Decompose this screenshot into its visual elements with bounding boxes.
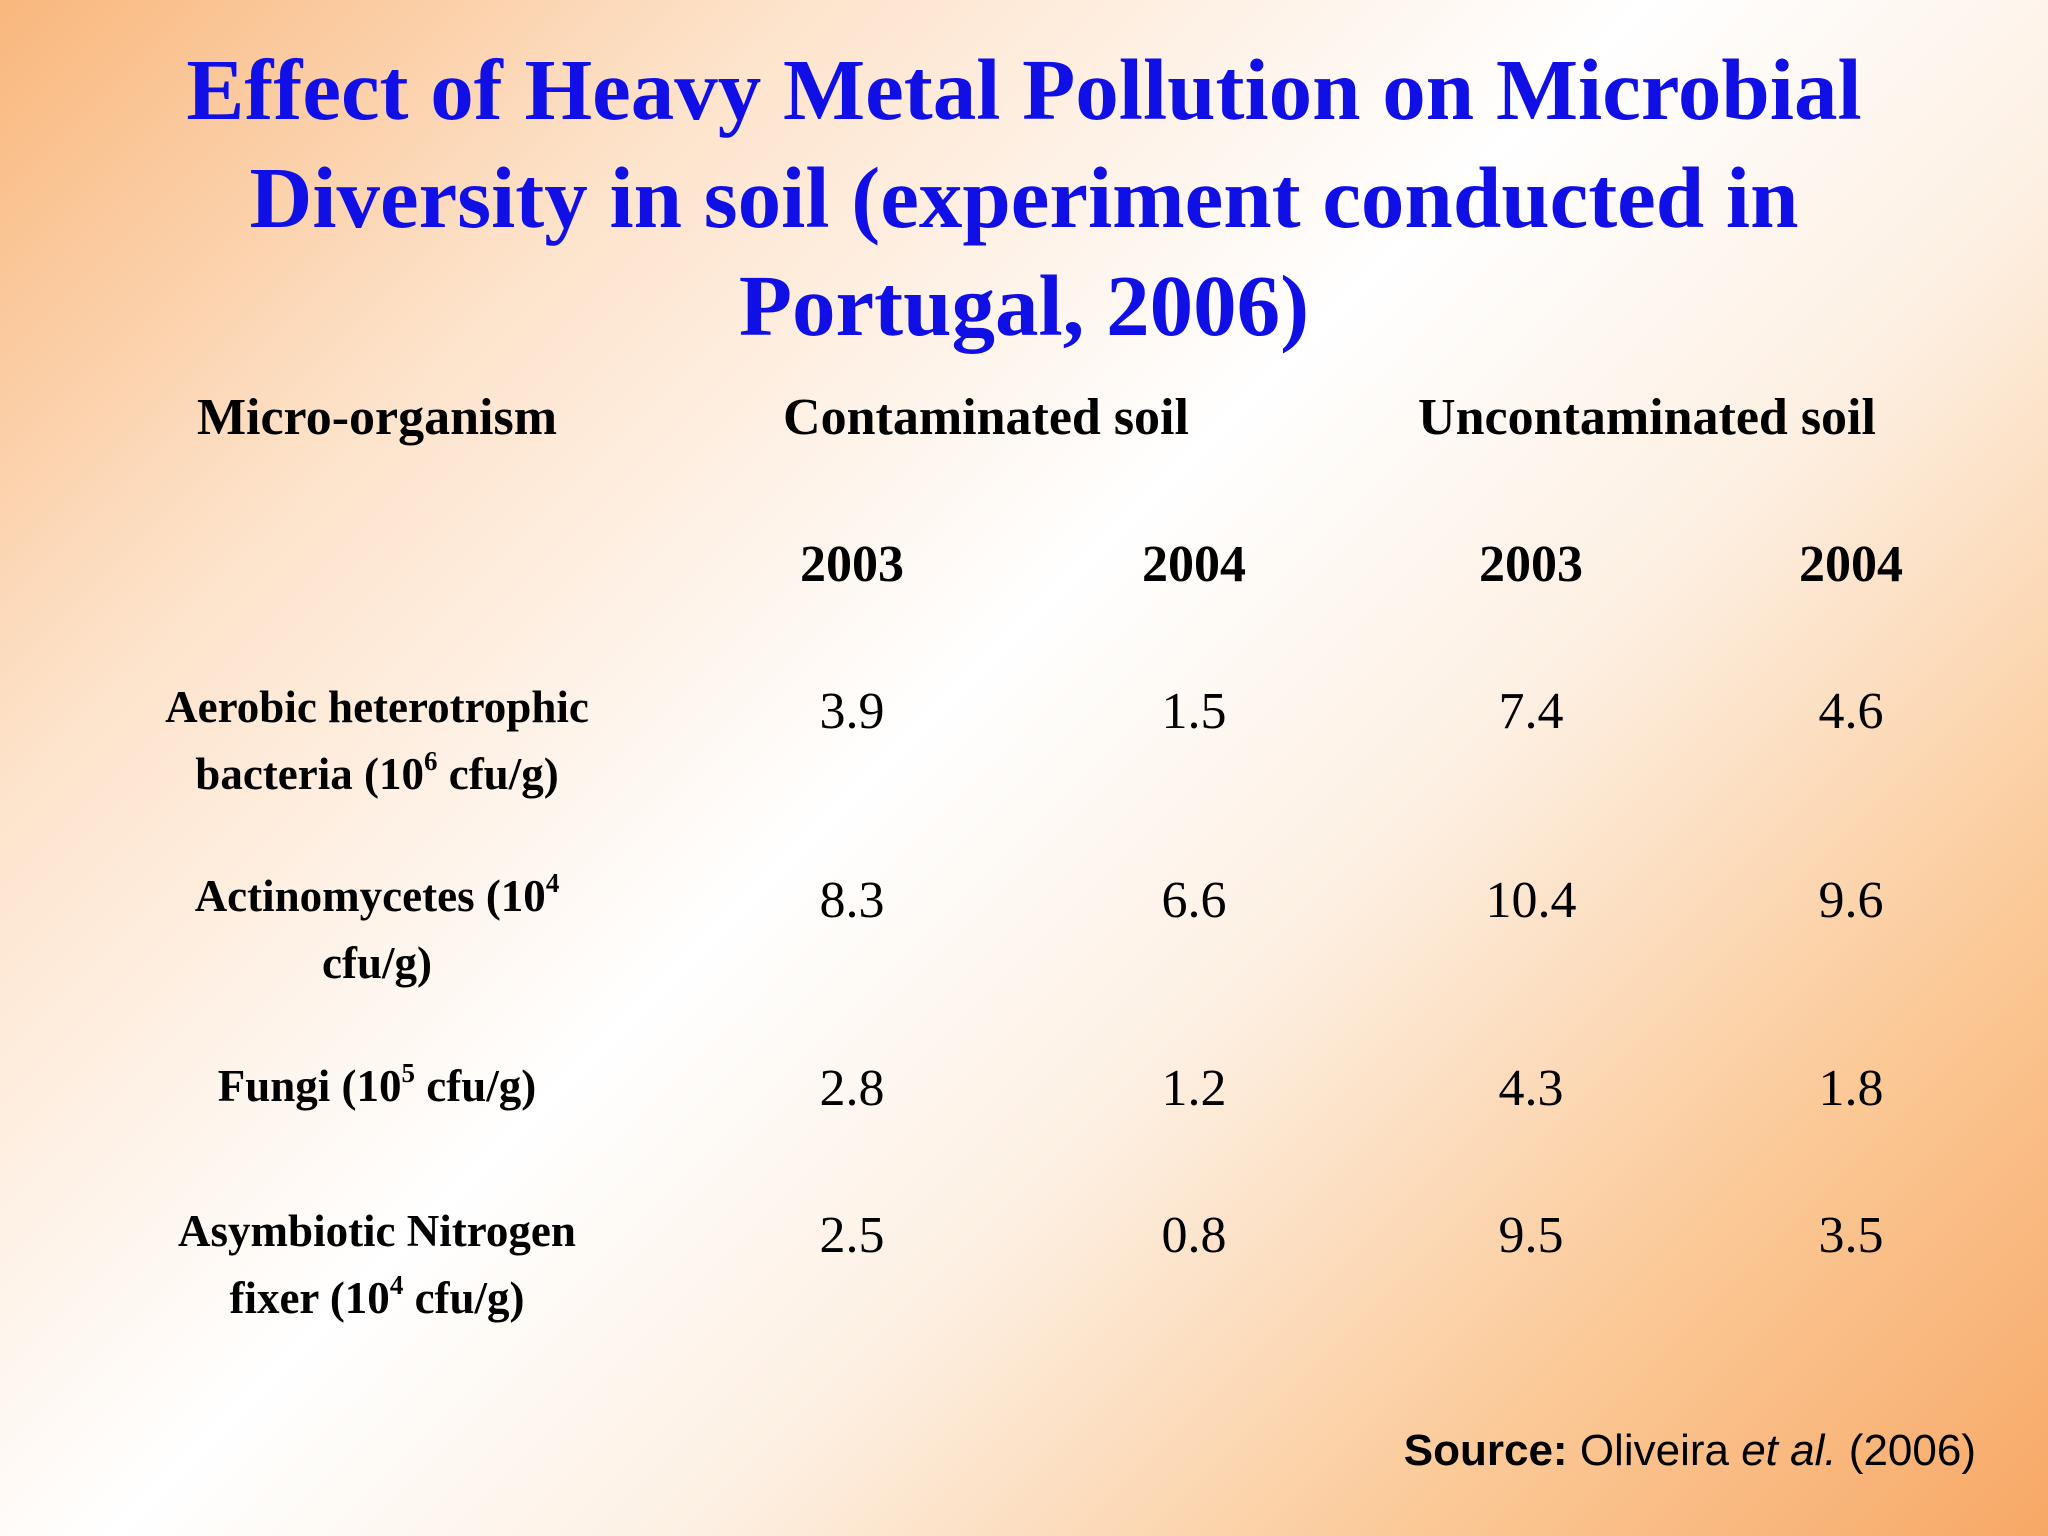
table-cell: 1.8 [1818,1060,1884,1117]
header-micro-organism: Micro-organism [196,389,558,446]
table-cell: 6.6 [1161,872,1227,929]
table-cell: 9.5 [1498,1207,1564,1264]
row-label-nitrogen-fixer: Asymbiotic Nitrogen fixer (104 cfu/g) [178,1206,576,1323]
year-contaminated-2003: 2003 [800,536,904,593]
table-cell: 8.3 [819,872,885,929]
table-cell: 3.9 [819,683,885,740]
table-cell: 10.4 [1485,872,1577,929]
header-uncontaminated-soil: Uncontaminated soil [1418,389,1876,446]
slide-title: Effect of Heavy Metal Pollution on Micro… [60,36,1988,360]
table-cell: 2.8 [819,1060,885,1117]
row-label-aerobic-bacteria: Aerobic heterotrophic bacteria (106 cfu/… [165,682,589,799]
title-line-2: Diversity in soil (experiment conducted … [249,149,1799,246]
table-cell: 1.5 [1161,683,1227,740]
title-line-1: Effect of Heavy Metal Pollution on Micro… [186,41,1862,138]
year-uncontaminated-2004: 2004 [1799,536,1903,593]
source-citation: Source: Oliveira et al. (2006) [1403,1426,1976,1475]
year-contaminated-2004: 2004 [1142,536,1246,593]
table-cell: 4.6 [1818,683,1884,740]
row-label-fungi: Fungi (105 cfu/g) [217,1058,537,1111]
title-line-3: Portugal, 2006) [738,257,1310,354]
year-uncontaminated-2003: 2003 [1479,536,1583,593]
table-cell: 0.8 [1161,1207,1227,1264]
table-cell: 1.2 [1161,1060,1227,1117]
table-cell: 3.5 [1818,1207,1884,1264]
row-label-actinomycetes: Actinomycetes (104 cfu/g) [194,868,560,988]
table-cell: 9.6 [1818,872,1884,929]
table-cell: 4.3 [1498,1060,1564,1117]
table-cell: 7.4 [1498,683,1564,740]
table-cell: 2.5 [819,1207,885,1264]
header-contaminated-soil: Contaminated soil [783,389,1189,446]
